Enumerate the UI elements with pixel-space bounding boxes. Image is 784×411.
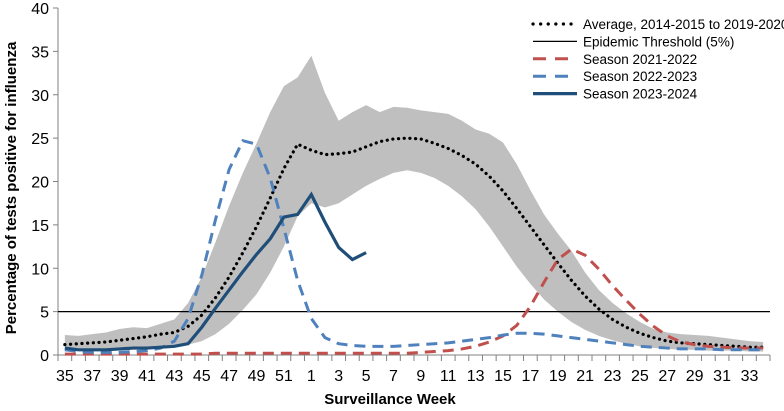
series-line-2 (64, 247, 764, 356)
x-tick-label: 7 (389, 368, 398, 385)
y-axis-tick-labels: 0 5 10 15 20 25 30 35 40 (31, 1, 49, 365)
x-tick-label: 37 (83, 368, 101, 385)
series-line-4 (64, 191, 367, 352)
series-line-0 (63, 136, 765, 349)
legend-label-0: Average, 2014-2015 to 2019-2020 (583, 17, 784, 32)
legend-label-2: Season 2021-2022 (583, 52, 697, 67)
y-tick-label: 40 (31, 1, 49, 18)
x-tick-label: 3 (334, 368, 343, 385)
x-tick-label: 23 (604, 368, 622, 385)
y-tick-label: 35 (31, 44, 49, 61)
y-axis-title: Percentage of tests positive for influen… (3, 41, 20, 334)
data-series (58, 136, 770, 356)
x-tick-label: 19 (549, 368, 567, 385)
y-tick-label: 25 (31, 131, 49, 148)
x-tick-label: 5 (362, 368, 371, 385)
x-tick-label: 17 (521, 368, 539, 385)
x-tick-label: 11 (440, 368, 457, 385)
x-tick-label: 51 (275, 368, 293, 385)
y-tick-label: 0 (40, 348, 49, 365)
y-tick-label: 30 (31, 88, 49, 105)
x-tick-label: 27 (658, 368, 676, 385)
y-tick-label: 15 (31, 218, 49, 235)
x-tick-label: 47 (220, 368, 238, 385)
legend-label-1: Epidemic Threshold (5%) (583, 34, 734, 49)
x-tick-label: 9 (416, 368, 425, 385)
x-tick-label: 31 (713, 368, 731, 385)
series-line-3 (64, 138, 764, 354)
chart-legend: Average, 2014-2015 to 2019-2020 Epidemic … (531, 17, 784, 102)
x-tick-label: 49 (248, 368, 266, 385)
x-tick-label: 15 (494, 368, 512, 385)
x-axis-title: Surveillance Week (324, 391, 456, 408)
x-axis-tick-labels: 35 37 39 41 43 45 47 49 51 1 3 5 7 9 11 13 15 17 19 21 23 25 2… (56, 368, 759, 385)
x-tick-label: 21 (576, 368, 594, 385)
x-tick-label: 33 (741, 368, 759, 385)
x-tick-label: 13 (467, 368, 485, 385)
x-tick-label: 41 (138, 368, 156, 385)
x-tick-label: 35 (56, 368, 74, 385)
x-tick-label: 1 (307, 368, 316, 385)
x-tick-label: 43 (165, 368, 183, 385)
y-tick-label: 20 (31, 175, 49, 192)
x-tick-label: 39 (111, 368, 129, 385)
x-tick-label: 29 (686, 368, 704, 385)
x-tick-label: 45 (193, 368, 211, 385)
legend-label-4: Season 2023-2024 (583, 87, 698, 102)
legend-label-3: Season 2022-2023 (583, 69, 697, 84)
x-tick-label: 25 (631, 368, 649, 385)
y-tick-label: 5 (40, 305, 49, 322)
y-tick-label: 10 (31, 261, 49, 278)
